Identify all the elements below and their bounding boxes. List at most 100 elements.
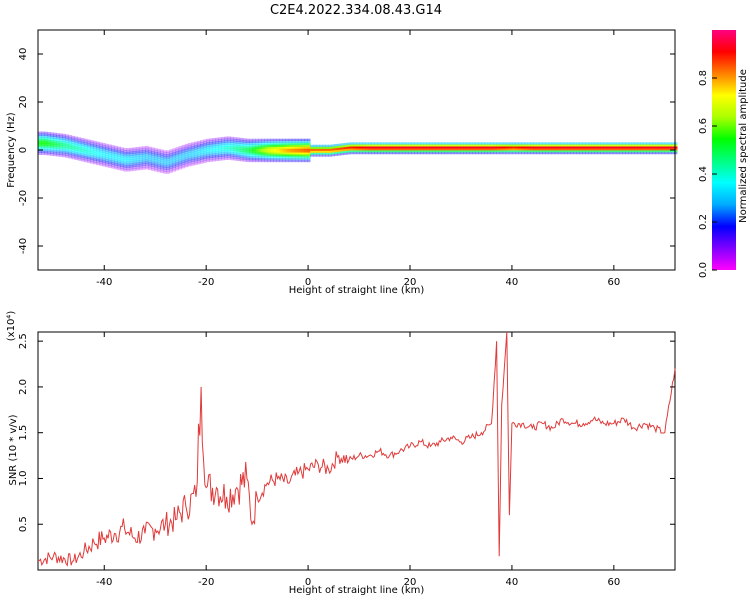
spectrogram-cell — [355, 148, 360, 151]
spectrogram-cell — [570, 151, 574, 155]
spectrogram-cell — [102, 146, 106, 150]
spectrogram-cell — [105, 155, 109, 158]
spectrogram-cell — [502, 151, 507, 155]
spectrogram-cell — [184, 165, 189, 168]
spectrogram-cell — [196, 140, 201, 144]
spectrogram-cell — [169, 156, 173, 160]
spectrogram-cell — [496, 142, 501, 145]
spectrogram-cell — [597, 146, 601, 149]
spectrogram-cell — [661, 151, 666, 155]
spectrogram-cell — [178, 163, 183, 166]
spectrogram-cell — [141, 146, 146, 149]
spectrogram-cell — [484, 142, 488, 145]
spectrogram-cell — [267, 157, 271, 161]
spectrogram-cell — [634, 148, 638, 151]
spectrogram-cell — [524, 142, 528, 145]
spectrogram-cell — [380, 142, 384, 145]
spectrogram-cell — [349, 151, 354, 155]
spectrogram-cell — [288, 152, 293, 155]
spectrogram-cell — [288, 148, 293, 151]
spectrogram-cell — [493, 148, 498, 151]
spectrogram-cell — [218, 156, 222, 159]
spectrogram-cell — [154, 159, 158, 162]
spectrogram-cell — [80, 147, 85, 150]
spectrogram-cell — [261, 138, 265, 142]
spectrogram-cell — [548, 148, 553, 151]
spectrogram-cell — [47, 141, 51, 144]
spectrogram-cell — [248, 150, 253, 153]
spectrogram-cell — [248, 159, 253, 163]
spectrogram-cell — [50, 136, 54, 139]
spectrogram-cell — [349, 142, 354, 145]
spectrogram-cell — [478, 144, 482, 147]
spectrogram-cell — [200, 157, 204, 160]
spectrogram-cell — [160, 166, 164, 170]
spectrogram-cell — [166, 150, 170, 153]
spectrogram-cell — [258, 156, 262, 159]
spectrogram-cell — [200, 151, 204, 154]
spectrogram-cell — [371, 142, 375, 145]
spectrogram-cell — [352, 142, 357, 145]
spectrogram-cell — [86, 147, 91, 150]
spectrogram-cell — [279, 142, 284, 145]
spectrogram-cell — [258, 157, 262, 161]
spectrogram-cell — [59, 143, 63, 146]
spectrogram-cell — [80, 138, 85, 141]
spectrogram-cell — [212, 153, 216, 156]
spectrogram-cell — [255, 156, 259, 159]
spectrogram-cell — [551, 151, 556, 155]
spectrogram-cell — [190, 153, 195, 157]
spectrogram-cell — [258, 138, 262, 142]
spectrogram-cell — [667, 146, 672, 149]
spectrogram-cell — [93, 152, 97, 155]
spectrogram-cell — [59, 154, 63, 157]
spectrogram-cell — [652, 150, 657, 153]
spectrogram-cell — [459, 146, 464, 149]
spectrogram-cell — [322, 150, 326, 153]
spectrogram-cell — [74, 153, 79, 157]
spectrogram-cell — [450, 146, 455, 149]
spectrogram-cell — [566, 146, 571, 149]
spectrogram-cell — [591, 148, 595, 151]
spectrogram-cell — [401, 151, 406, 155]
spectrogram-cell — [102, 156, 106, 159]
spectrogram-cell — [248, 142, 253, 145]
spectrogram-cell — [475, 142, 479, 145]
spectrogram-cell — [172, 155, 176, 159]
spectrogram-cell — [74, 144, 79, 147]
spectrogram-cell — [582, 150, 586, 153]
spectrogram-cell — [487, 151, 491, 155]
spectrogram-cell — [615, 151, 620, 155]
spectrogram-cell — [181, 164, 186, 167]
spectrogram-cell — [102, 158, 106, 161]
spectrogram-cell — [456, 151, 461, 155]
spectrogram-cell — [148, 148, 152, 151]
spectrogram-cell — [652, 142, 657, 145]
spectrogram-cell — [588, 146, 592, 149]
spectrogram-cell — [310, 154, 314, 157]
spectrogram-cell — [111, 158, 115, 161]
spectrogram-cell — [588, 142, 592, 145]
spectrogram-cell — [343, 150, 348, 153]
spectrogram-cell — [50, 134, 54, 137]
spectrogram-cell — [294, 144, 299, 147]
spectrogram-cell — [362, 150, 366, 153]
spectrogram-cell — [570, 148, 574, 151]
spectrogram-x-tick-label: 60 — [607, 277, 620, 288]
spectrogram-cell — [282, 148, 287, 151]
spectrogram-cell — [135, 148, 140, 152]
spectrogram-cell — [184, 143, 189, 147]
spectrogram-cell — [50, 151, 54, 154]
spectrogram-cell — [420, 150, 424, 153]
spectrogram-cell — [93, 146, 97, 149]
spectrogram-cell — [521, 148, 525, 151]
spectrogram-cell — [279, 150, 284, 153]
spectrogram-cell — [322, 146, 326, 149]
spectrogram-cell — [38, 135, 42, 138]
spectrogram-cell — [417, 144, 421, 147]
spectrogram-cell — [270, 148, 274, 151]
colorbar: 0.00.20.40.60.8 Normalized spectral ampl… — [698, 30, 749, 278]
spectrogram-cell — [68, 146, 73, 149]
spectrogram-cell — [527, 150, 531, 153]
spectrogram-cell — [93, 144, 97, 148]
